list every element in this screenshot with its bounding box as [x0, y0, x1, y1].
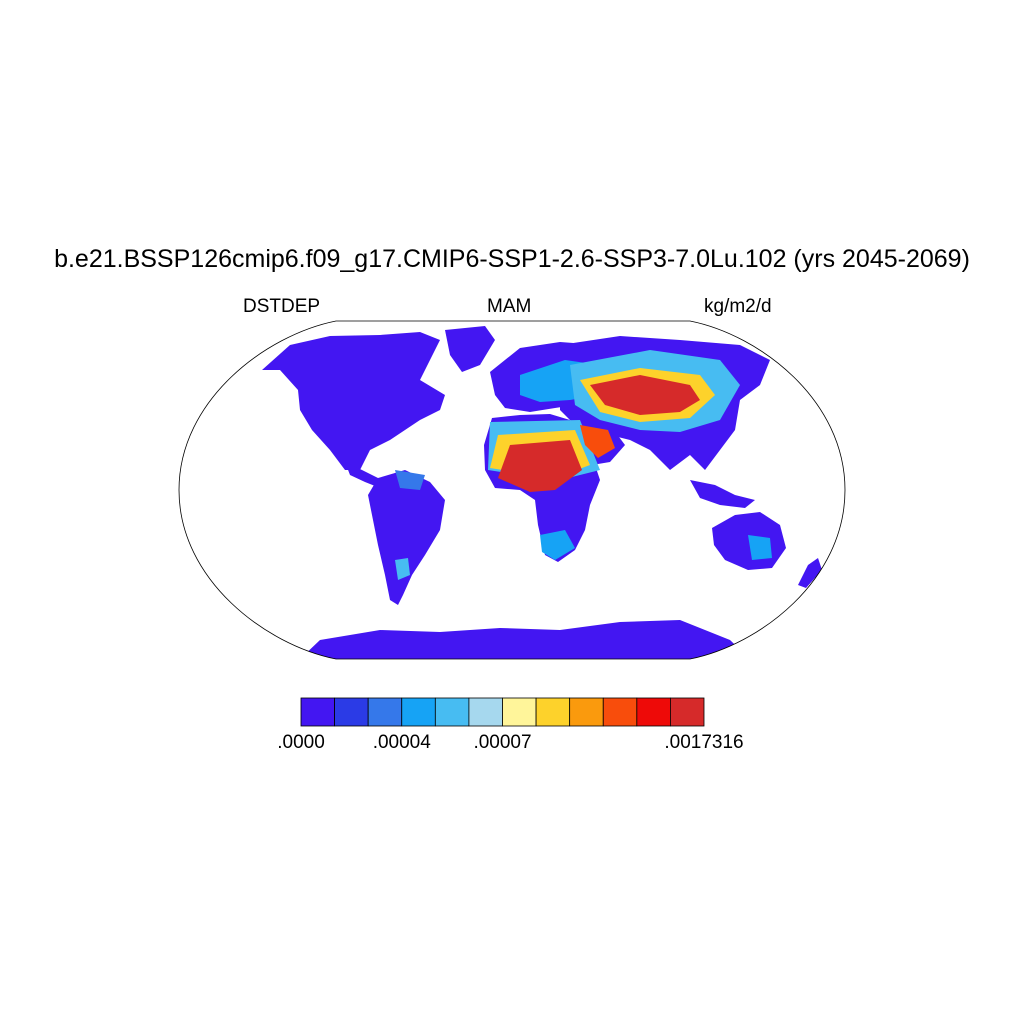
units-label: kg/m2/d [704, 296, 772, 317]
dust-arabia [580, 425, 615, 458]
colorbar-swatch [434, 697, 470, 727]
colorbar-swatch [535, 697, 571, 727]
season-label: MAM [487, 296, 532, 317]
colorbar-swatch [670, 697, 705, 727]
maritime-continent [690, 480, 755, 508]
antarctica [300, 620, 750, 659]
colorbar-tick-label: .0017316 [664, 732, 744, 753]
dust-patagonia [395, 558, 410, 580]
colorbar-tick-label: .00004 [372, 732, 431, 753]
dust-africa-core [498, 440, 582, 492]
colorbar-swatch [569, 697, 604, 727]
colorbar-swatch [468, 697, 503, 727]
south-america [368, 470, 445, 605]
dust-venezuela [395, 470, 425, 490]
colorbar-tick-label: .00007 [473, 732, 532, 753]
dust-south-africa [540, 530, 575, 560]
colorbar [300, 697, 705, 727]
colorbar-swatch [300, 697, 335, 727]
colorbar-swatch [367, 697, 403, 727]
map-boundary [178, 320, 846, 660]
colorbar-swatch [636, 697, 671, 727]
colorbar-tick-label: .0000 [277, 732, 325, 753]
dust-australia [748, 535, 772, 560]
colorbar-swatch [334, 697, 369, 727]
north-america [262, 332, 445, 470]
colorbar-swatch [602, 697, 638, 727]
new-zealand [798, 558, 822, 588]
greenland [445, 326, 495, 372]
colorbar-swatch [401, 697, 436, 727]
colorbar-swatch [502, 697, 537, 727]
map-title: b.e21.BSSP126cmip6.f09_g17.CMIP6-SSP1-2.… [54, 245, 970, 273]
dust-asia-core [590, 375, 700, 415]
variable-label: DSTDEP [243, 296, 321, 317]
land-layer [262, 326, 822, 659]
